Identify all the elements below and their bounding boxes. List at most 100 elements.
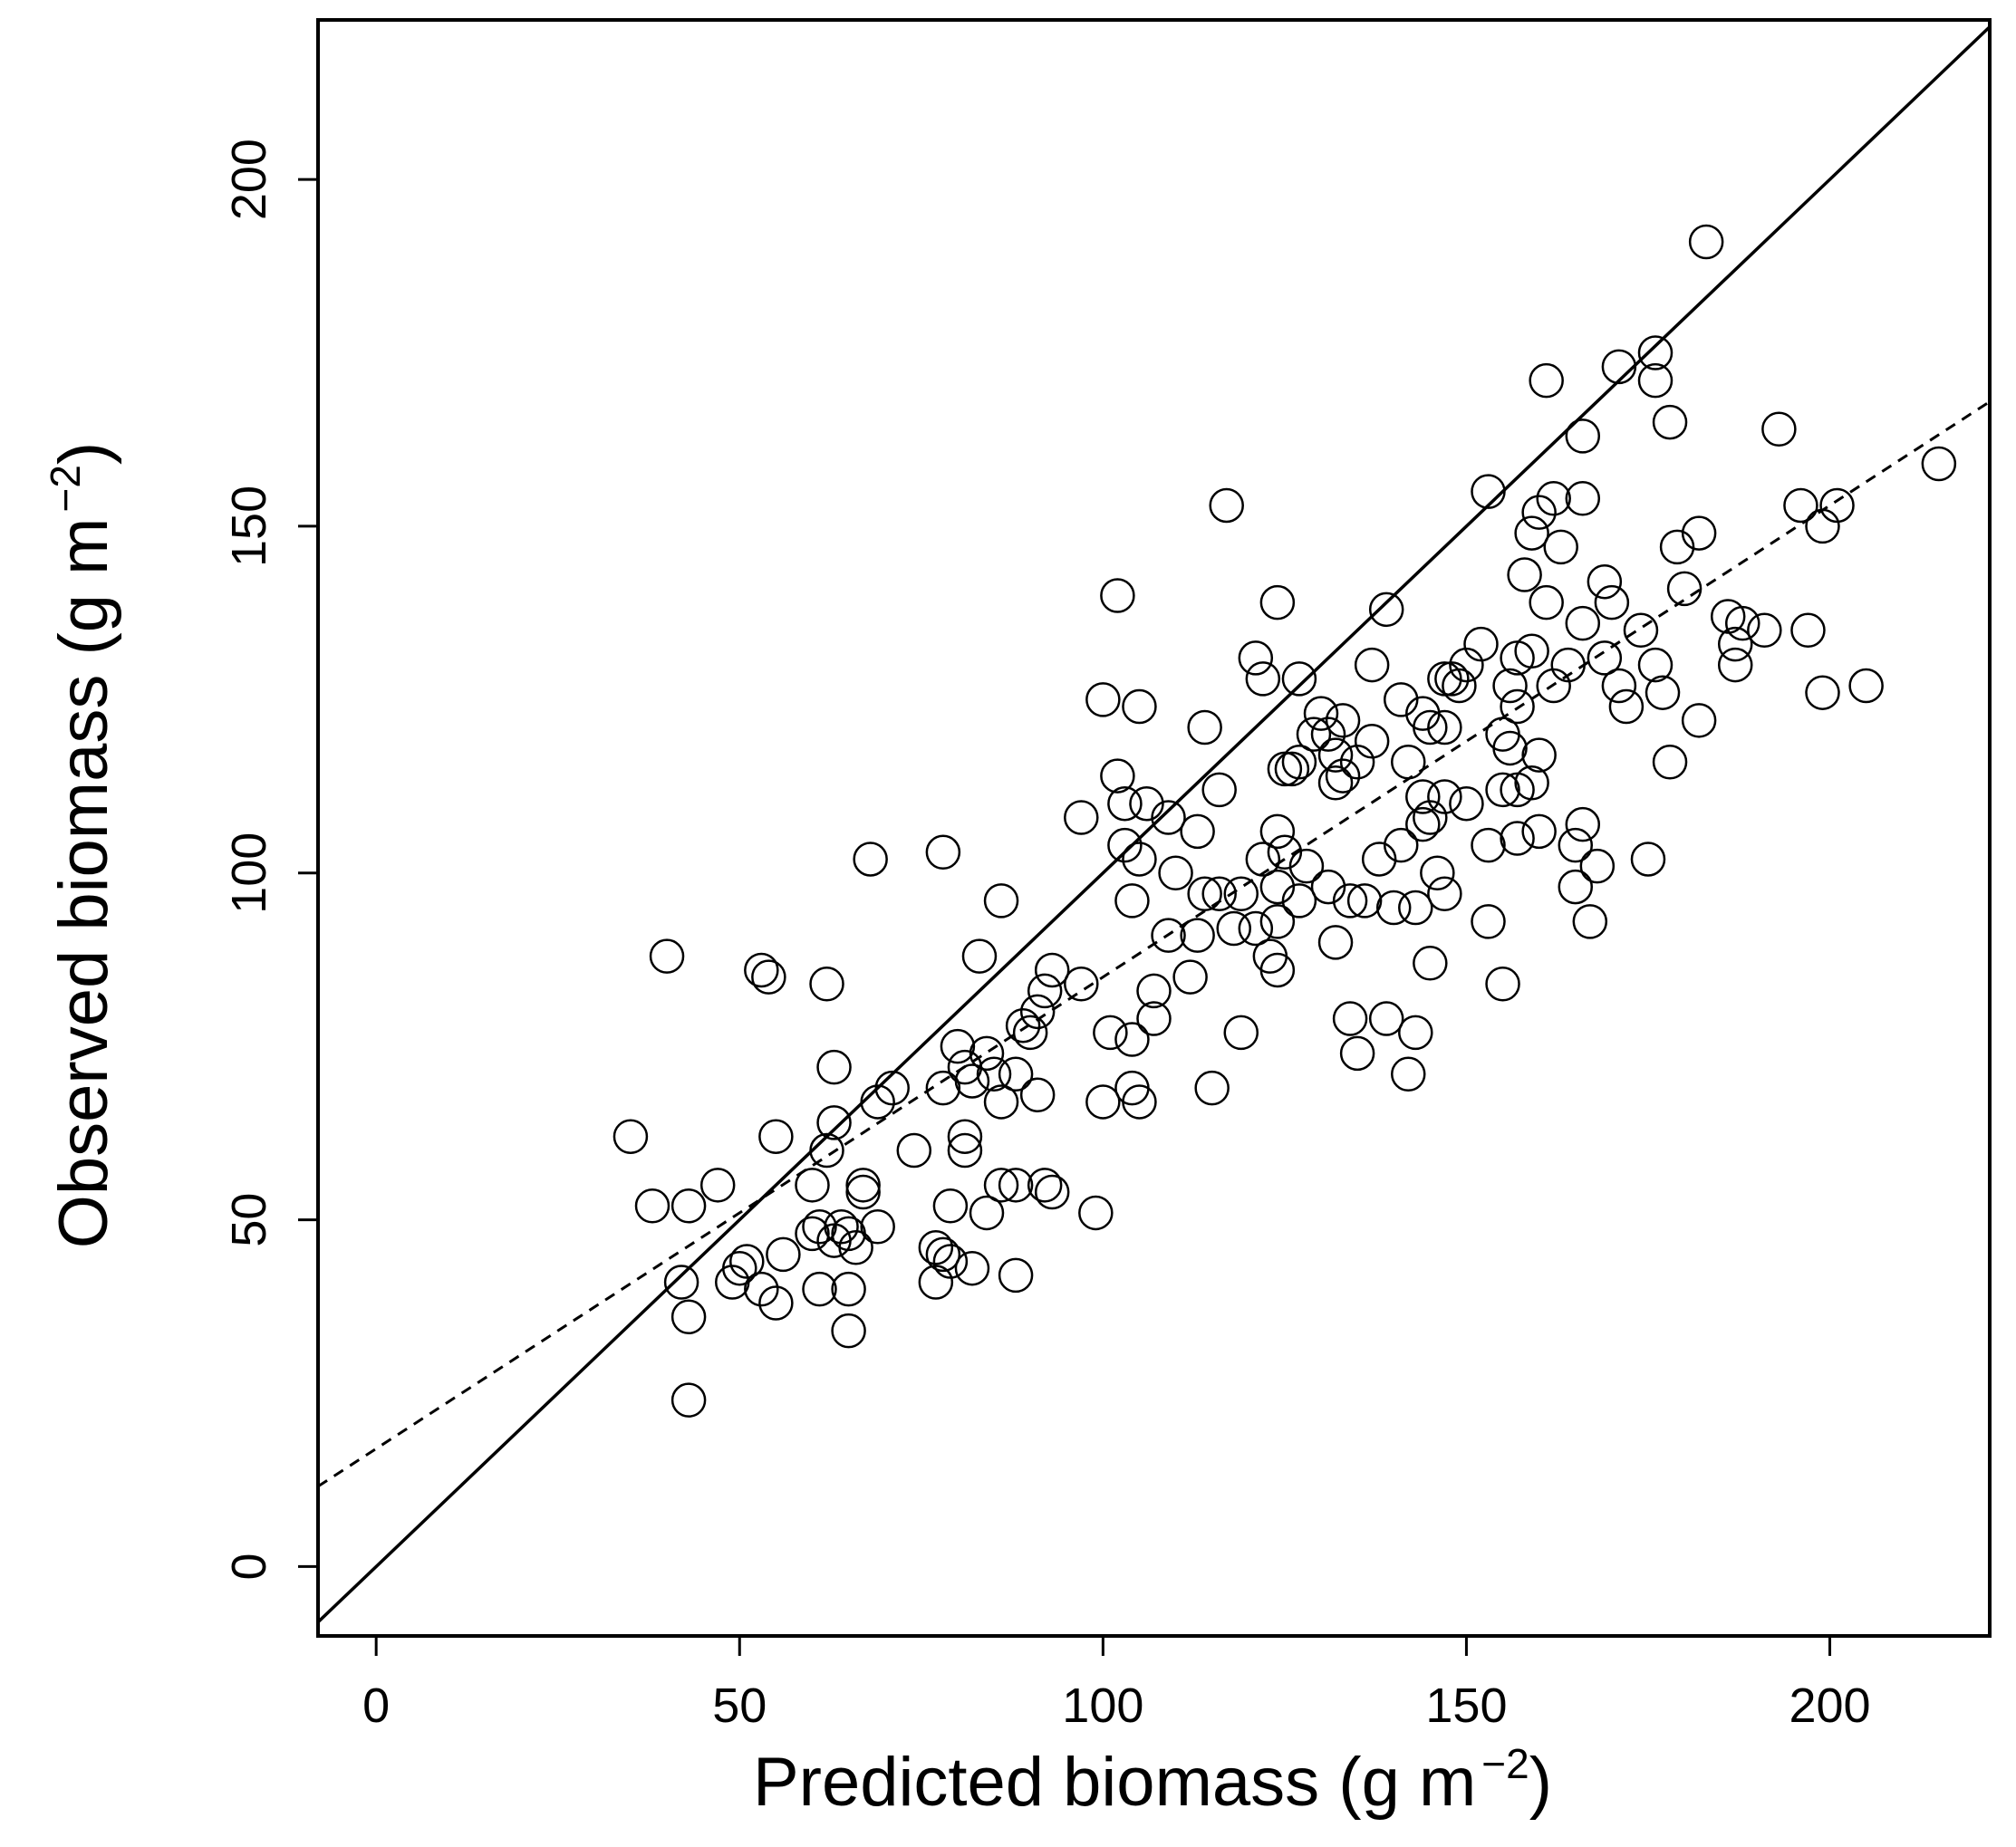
- data-point: [1398, 890, 1433, 926]
- data-point: [976, 1056, 1012, 1092]
- data-point: [1471, 474, 1506, 509]
- data-point: [1354, 724, 1390, 759]
- data-point: [1303, 696, 1339, 731]
- data-point: [809, 967, 844, 1002]
- data-point: [1172, 959, 1208, 995]
- data-point: [1317, 765, 1354, 801]
- data-point: [1100, 758, 1135, 794]
- data-point: [1565, 806, 1601, 842]
- data-point: [1019, 1077, 1056, 1113]
- data-point: [1288, 848, 1325, 884]
- data-point: [1500, 688, 1535, 725]
- data-point: [714, 1265, 750, 1300]
- data-point: [1405, 806, 1441, 842]
- data-point: [1427, 876, 1462, 911]
- data-point: [816, 1223, 852, 1258]
- data-point: [744, 952, 779, 988]
- data-point: [1274, 751, 1310, 787]
- data-point: [983, 1168, 1019, 1203]
- data-point: [1391, 1056, 1426, 1092]
- data-point: [1158, 855, 1193, 891]
- data-point: [1587, 563, 1623, 600]
- data-point: [1267, 834, 1303, 871]
- data-point: [1413, 709, 1448, 746]
- y-tick-label: 50: [222, 1193, 276, 1247]
- data-point: [1921, 446, 1957, 482]
- data-point: [1587, 640, 1623, 676]
- data-point: [1114, 883, 1150, 919]
- data-point: [1064, 967, 1099, 1002]
- data-point: [1747, 612, 1782, 649]
- data-point: [1529, 362, 1564, 399]
- data-point: [1608, 688, 1645, 725]
- data-point: [1151, 800, 1186, 835]
- data-point: [1019, 994, 1056, 1030]
- data-point: [1681, 515, 1717, 551]
- data-point: [1514, 633, 1549, 669]
- data-point: [1413, 946, 1448, 981]
- data-point: [1536, 668, 1571, 704]
- data-point: [1368, 592, 1404, 628]
- data-point: [1652, 404, 1688, 440]
- data-point: [1688, 224, 1724, 260]
- data-point: [670, 1188, 707, 1224]
- data-point: [1317, 737, 1354, 773]
- data-point: [969, 1195, 1005, 1231]
- data-point: [1296, 717, 1332, 752]
- data-point: [729, 1244, 765, 1279]
- data-point: [1107, 785, 1143, 822]
- y-tick-label: 150: [222, 486, 276, 567]
- data-point: [1339, 1035, 1375, 1072]
- data-point: [1521, 495, 1557, 530]
- data-point: [1085, 1084, 1121, 1120]
- data-point: [1485, 772, 1520, 808]
- data-point: [969, 1035, 1005, 1072]
- data-point: [932, 1244, 969, 1279]
- y-axis-title-exponent: −2: [42, 465, 89, 512]
- data-point: [1594, 584, 1630, 620]
- data-point: [1151, 918, 1186, 953]
- data-point: [1536, 481, 1571, 516]
- data-point: [816, 1049, 852, 1085]
- data-point: [1100, 578, 1135, 613]
- y-axis: 0 50 100 150 200: [222, 139, 318, 1580]
- data-point: [1790, 612, 1826, 649]
- data-point: [860, 1209, 895, 1245]
- x-tick-label: 200: [1789, 1679, 1870, 1733]
- data-point: [1223, 876, 1259, 911]
- data-point: [845, 1168, 881, 1203]
- plot-frame: [316, 18, 1992, 1638]
- data-point: [1500, 821, 1535, 856]
- data-point: [860, 1084, 895, 1120]
- data-point: [1529, 584, 1564, 620]
- data-point: [1310, 869, 1346, 905]
- data-point: [1572, 904, 1608, 939]
- data-point: [1093, 1015, 1128, 1051]
- data-point: [758, 1119, 794, 1154]
- data-point: [1405, 779, 1441, 814]
- data-point: [925, 1070, 961, 1106]
- data-point: [809, 1132, 844, 1169]
- data-point: [947, 1119, 983, 1154]
- data-point: [853, 842, 888, 877]
- data-point: [670, 1382, 707, 1418]
- data-point: [1339, 745, 1375, 780]
- data-point: [1107, 827, 1143, 863]
- data-point: [1383, 682, 1419, 717]
- x-tick-label: 0: [362, 1679, 390, 1733]
- data-point: [1259, 952, 1296, 988]
- data-point: [1012, 1015, 1048, 1051]
- data-point: [1514, 765, 1549, 801]
- data-point: [1427, 779, 1462, 814]
- data-point: [1187, 709, 1222, 746]
- data-point: [1521, 813, 1557, 850]
- data-point: [1681, 703, 1717, 738]
- data-point: [1027, 973, 1063, 1009]
- data-point: [925, 1236, 961, 1273]
- y-axis-title: Observed biomass (g m−2): [42, 442, 122, 1249]
- data-point: [1085, 682, 1121, 717]
- data-point: [1383, 827, 1419, 863]
- data-point: [1114, 1022, 1150, 1057]
- data-point: [1201, 772, 1237, 808]
- data-point: [1420, 855, 1455, 891]
